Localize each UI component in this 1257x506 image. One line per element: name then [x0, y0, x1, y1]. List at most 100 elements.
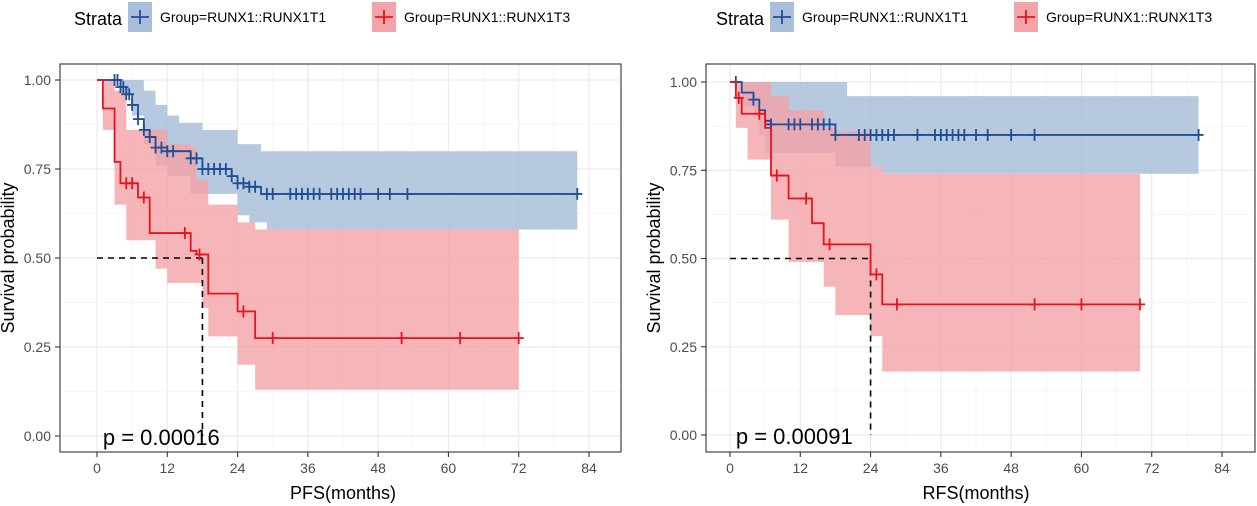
legend-label-runx1t1: Group=RUNX1::RUNX1T1	[160, 9, 326, 25]
y-tick-label: 0.25	[670, 339, 697, 355]
legend-key-line-runx1t3	[375, 10, 393, 24]
legend-title: Strata	[716, 9, 765, 29]
p-value-annotation: p = 0.00016	[103, 425, 220, 450]
x-tick-label: 60	[441, 460, 457, 476]
censor-mark-runx1t1	[138, 123, 149, 136]
censor-mark-runx1t1	[912, 128, 923, 141]
censor-mark-runx1t1	[220, 163, 231, 175]
y-axis-label: Survival probability	[644, 182, 664, 333]
pfs-panel: 0 12 24 36 48 60 72 84 0.00 0.25 0.50 0.75 1.00 PFS(m…	[0, 2, 622, 503]
x-tick-label: 60	[1074, 460, 1090, 476]
x-tick-label: 48	[1003, 460, 1019, 476]
censor-mark-runx1t1	[982, 128, 993, 141]
censor-mark-runx1t1	[144, 130, 155, 143]
legend-label-runx1t3: Group=RUNX1::RUNX1T3	[1046, 9, 1212, 25]
x-tick-label: 84	[581, 460, 597, 476]
censor-mark-runx1t1	[127, 98, 138, 111]
confidence-band-runx1t3	[97, 80, 519, 390]
legend-key-line-runx1t1	[131, 10, 149, 24]
survival-curve-runx1t3	[730, 81, 1140, 306]
x-tick-label: 48	[370, 460, 386, 476]
y-axis-label: Survival probability	[0, 182, 18, 333]
x-tick-label: 24	[230, 460, 246, 476]
x-tick-label: 36	[933, 460, 949, 476]
censor-mark-runx1t1	[1006, 128, 1017, 141]
censor-mark-runx1t1	[1029, 128, 1040, 141]
censor-mark-runx1t3	[396, 332, 407, 345]
censor-mark-runx1t1	[971, 128, 981, 141]
censor-mark-runx1t1	[748, 93, 759, 106]
y-tick-label: 0.75	[24, 161, 51, 177]
y-tick-label: 0.25	[24, 339, 51, 355]
censor-mark-runx1t3	[771, 169, 782, 182]
y-tick-label: 1.00	[24, 72, 51, 88]
x-axis-label: RFS(months)	[922, 483, 1029, 503]
censor-mark-runx1t3	[871, 268, 882, 281]
x-tick-label: 12	[159, 460, 175, 476]
censor-mark-runx1t1	[384, 187, 395, 200]
y-tick-label: 1.00	[670, 74, 697, 90]
censor-mark-runx1t1	[226, 170, 237, 183]
censor-mark-runx1t1	[402, 187, 413, 200]
censor-mark-runx1t1	[191, 152, 202, 165]
censor-mark-runx1t1	[168, 145, 179, 158]
y-tick-label: 0.00	[670, 427, 697, 443]
legend-label-runx1t1: Group=RUNX1::RUNX1T1	[802, 9, 968, 25]
censor-mark-runx1t3	[1076, 298, 1087, 311]
censor-mark-runx1t3	[754, 107, 765, 120]
censor-mark-runx1t1	[1193, 128, 1204, 141]
censor-mark-runx1t1	[112, 74, 123, 86]
censor-mark-runx1t3	[824, 238, 835, 251]
p-value-annotation: p = 0.00091	[736, 424, 853, 449]
censor-mark-runx1t3	[138, 191, 149, 204]
censor-mark-runx1t3	[1135, 298, 1145, 311]
legend-label-runx1t3: Group=RUNX1::RUNX1T3	[404, 9, 570, 25]
x-tick-label: 84	[1214, 460, 1230, 476]
legend-key-line-runx1t1	[773, 10, 791, 24]
censor-mark-runx1t1	[156, 141, 167, 154]
censor-mark-runx1t1	[355, 187, 366, 200]
censor-mark-runx1t3	[127, 177, 138, 190]
censor-mark-runx1t1	[373, 187, 384, 200]
censor-mark-runx1t1	[830, 128, 841, 141]
censor-mark-runx1t1	[824, 118, 835, 131]
x-tick-label: 36	[300, 460, 316, 476]
x-axis-label: PFS(months)	[290, 483, 396, 503]
legend-title: Strata	[74, 9, 123, 29]
y-tick-label: 0.00	[24, 428, 51, 444]
censor-mark-runx1t1	[795, 118, 806, 131]
y-tick-label: 0.50	[670, 251, 697, 267]
confidence-band-runx1t3	[730, 82, 1140, 372]
censor-mark-runx1t3	[238, 305, 249, 318]
x-tick-label: 0	[726, 460, 734, 476]
censor-mark-runx1t1	[250, 180, 261, 193]
y-tick-label: 0.75	[670, 162, 697, 178]
censor-mark-runx1t3	[179, 227, 190, 240]
censor-mark-runx1t3	[733, 91, 744, 104]
legend-key-line-runx1t3	[1017, 10, 1035, 24]
x-tick-label: 72	[1144, 460, 1160, 476]
censor-mark-runx1t1	[267, 187, 278, 200]
survival-curve-runx1t3	[97, 79, 519, 339]
censor-mark-runx1t1	[314, 187, 325, 200]
censor-mark-runx1t1	[133, 113, 143, 126]
censor-mark-runx1t1	[959, 128, 970, 141]
y-tick-label: 0.50	[24, 250, 51, 266]
censor-mark-runx1t3	[1029, 298, 1040, 311]
rfs-panel: 0 12 24 36 48 60 72 84 0.00 0.25 0.50 0.75 1.00 RFS(m…	[644, 2, 1256, 503]
confidence-band-runx1t1	[97, 80, 578, 230]
censor-mark-runx1t3	[455, 332, 466, 345]
censor-mark-runx1t1	[572, 187, 583, 200]
censor-mark-runx1t3	[267, 332, 278, 345]
x-tick-label: 24	[863, 460, 879, 476]
x-tick-label: 0	[93, 460, 101, 476]
censor-mark-runx1t1	[124, 88, 135, 101]
x-tick-label: 12	[792, 460, 808, 476]
x-tick-label: 72	[511, 460, 527, 476]
censor-mark-runx1t1	[118, 81, 129, 94]
censor-mark-runx1t3	[801, 192, 812, 205]
censor-mark-runx1t3	[513, 332, 524, 345]
censor-mark-runx1t1	[889, 128, 899, 141]
censor-mark-runx1t3	[891, 298, 902, 311]
